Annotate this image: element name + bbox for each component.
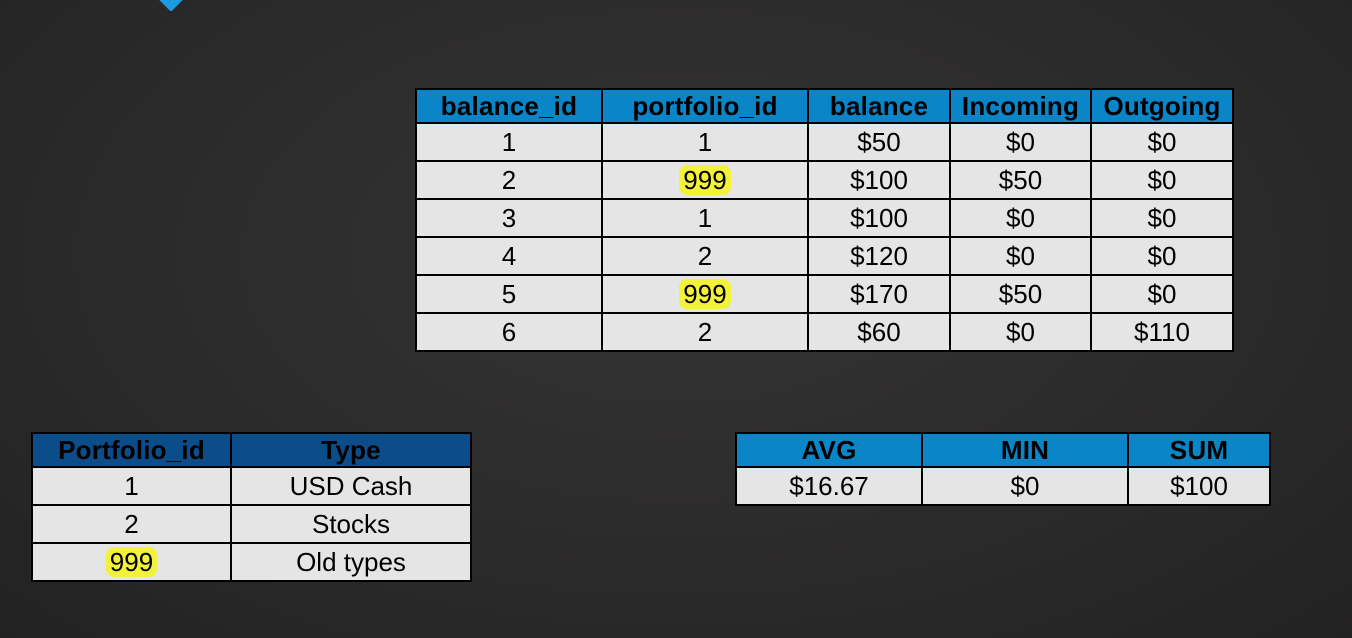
table-header-row: balance_id portfolio_id balance Incoming… [415, 88, 1234, 124]
table-row: 2 Stocks [31, 504, 472, 544]
table-cell: USD Cash [230, 466, 472, 506]
table-cell: $0 [1090, 274, 1234, 314]
header-cell: Portfolio_id [31, 432, 232, 468]
table-cell: $0 [1090, 236, 1234, 276]
table-cell: 1 [415, 122, 603, 162]
table-cell: 6 [415, 312, 603, 352]
table-row: $16.67 $0 $100 [735, 466, 1271, 506]
table-cell: $16.67 [735, 466, 923, 506]
table-cell: $0 [1090, 160, 1234, 200]
portfolio-table: Portfolio_id Type 1 USD Cash 2 Stocks 99… [31, 432, 472, 582]
table-cell: $100 [1127, 466, 1271, 506]
table-header-row: AVG MIN SUM [735, 432, 1271, 468]
table-cell: $120 [807, 236, 951, 276]
table-cell: $50 [949, 274, 1092, 314]
table-cell: 999 [31, 542, 232, 582]
table-cell: 5 [415, 274, 603, 314]
table-cell: $0 [949, 236, 1092, 276]
table-cell: $0 [949, 122, 1092, 162]
header-cell: Type [230, 432, 472, 468]
table-cell: $0 [1090, 122, 1234, 162]
table-cell: 2 [31, 504, 232, 544]
table-row: 2 999 $100 $50 $0 [415, 160, 1234, 200]
table-cell: 999 [601, 274, 809, 314]
table-cell: Old types [230, 542, 472, 582]
table-cell: Stocks [230, 504, 472, 544]
table-cell: 2 [601, 236, 809, 276]
table-cell: $0 [949, 312, 1092, 352]
table-row: 5 999 $170 $50 $0 [415, 274, 1234, 314]
table-cell: $100 [807, 160, 951, 200]
table-cell: $50 [807, 122, 951, 162]
table-cell: 2 [601, 312, 809, 352]
balance-table: balance_id portfolio_id balance Incoming… [415, 88, 1234, 352]
header-cell: AVG [735, 432, 923, 468]
header-cell: MIN [921, 432, 1129, 468]
highlighted-value: 999 [679, 165, 731, 195]
table-row: 1 1 $50 $0 $0 [415, 122, 1234, 162]
highlighted-value: 999 [679, 279, 731, 309]
table-row: 3 1 $100 $0 $0 [415, 198, 1234, 238]
table-cell: 4 [415, 236, 603, 276]
header-cell: portfolio_id [601, 88, 809, 124]
table-cell: 3 [415, 198, 603, 238]
table-row: 6 2 $60 $0 $110 [415, 312, 1234, 352]
table-cell: $170 [807, 274, 951, 314]
table-cell: $0 [949, 198, 1092, 238]
aggregate-table: AVG MIN SUM $16.67 $0 $100 [735, 432, 1271, 506]
table-row: 999 Old types [31, 542, 472, 582]
header-cell: Outgoing [1090, 88, 1234, 124]
table-cell: 1 [601, 198, 809, 238]
table-cell: $60 [807, 312, 951, 352]
table-cell: $110 [1090, 312, 1234, 352]
table-row: 4 2 $120 $0 $0 [415, 236, 1234, 276]
header-cell: balance_id [415, 88, 603, 124]
header-cell: balance [807, 88, 951, 124]
table-cell: 1 [601, 122, 809, 162]
table-cell: 999 [601, 160, 809, 200]
table-cell: $0 [921, 466, 1129, 506]
table-cell: 1 [31, 466, 232, 506]
table-cell: $50 [949, 160, 1092, 200]
table-cell: 2 [415, 160, 603, 200]
header-cell: SUM [1127, 432, 1271, 468]
header-cell: Incoming [949, 88, 1092, 124]
highlighted-value: 999 [105, 547, 158, 577]
table-header-row: Portfolio_id Type [31, 432, 472, 468]
table-cell: $0 [1090, 198, 1234, 238]
table-cell: $100 [807, 198, 951, 238]
top-marker-shape [158, 0, 184, 12]
table-row: 1 USD Cash [31, 466, 472, 506]
